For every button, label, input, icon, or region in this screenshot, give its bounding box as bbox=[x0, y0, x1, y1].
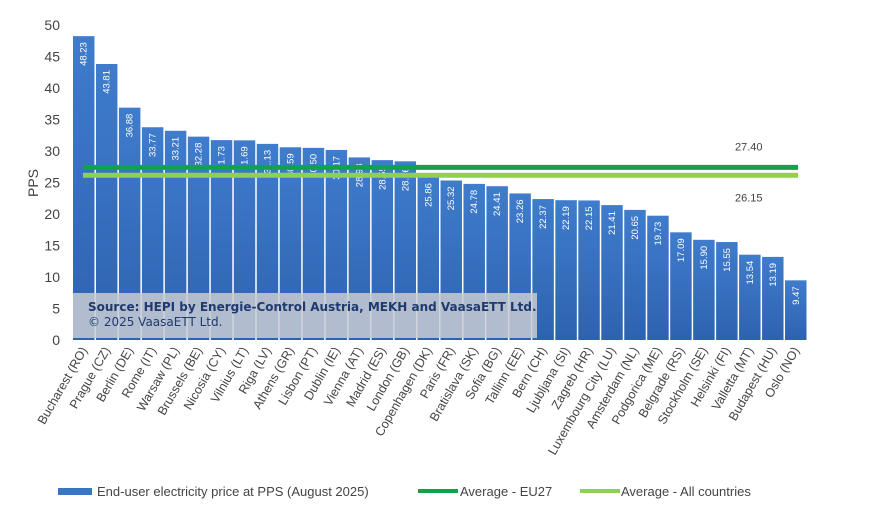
bar-value-label: 24.78 bbox=[469, 190, 480, 214]
legend: End-user electricity price at PPS (Augus… bbox=[58, 484, 751, 499]
y-tick-label: 20 bbox=[44, 206, 60, 222]
bar bbox=[141, 127, 164, 341]
bar bbox=[210, 140, 233, 340]
bar bbox=[233, 140, 256, 340]
bar-value-label: 28.55 bbox=[377, 166, 388, 190]
y-tick-label: 30 bbox=[44, 143, 60, 159]
legend-swatch-eu27 bbox=[418, 489, 458, 493]
bar bbox=[95, 63, 118, 340]
bar-value-label: 22.19 bbox=[561, 206, 572, 230]
bar-value-label: 48.23 bbox=[79, 42, 90, 66]
bar bbox=[670, 232, 692, 340]
legend-swatch-bar bbox=[58, 488, 92, 495]
bar bbox=[187, 136, 210, 340]
bar bbox=[762, 256, 784, 340]
legend-label-bar: End-user electricity price at PPS (Augus… bbox=[97, 484, 369, 499]
bar-value-label: 43.81 bbox=[102, 70, 113, 94]
bar-value-label: 19.73 bbox=[653, 222, 664, 246]
bar-value-label: 25.32 bbox=[446, 186, 457, 210]
y-tick-label: 15 bbox=[44, 238, 60, 254]
y-tick-label: 5 bbox=[52, 301, 60, 317]
bar bbox=[279, 147, 302, 340]
y-tick-label: 35 bbox=[44, 112, 60, 128]
source-annotation: Source: HEPI by Energie-Control Austria,… bbox=[73, 293, 537, 338]
legend-label-all: Average - All countries bbox=[621, 484, 751, 499]
average-all-line bbox=[83, 172, 798, 178]
bar-value-label: 31.73 bbox=[217, 146, 228, 170]
legend-swatch-all bbox=[580, 489, 620, 493]
bar-value-label: 33.77 bbox=[148, 133, 159, 157]
bar bbox=[578, 200, 600, 340]
y-tick-label: 50 bbox=[44, 17, 60, 33]
bar bbox=[73, 36, 95, 340]
bar-value-label: 13.54 bbox=[745, 261, 756, 285]
y-tick-label: 0 bbox=[52, 332, 60, 348]
bar-value-label: 15.55 bbox=[722, 248, 733, 272]
y-tick-label: 10 bbox=[44, 269, 60, 285]
bar-value-label: 31.69 bbox=[240, 146, 251, 170]
bar-value-label: 31.13 bbox=[262, 150, 273, 174]
average-all-label: 26.15 bbox=[735, 192, 763, 204]
y-tick-label: 45 bbox=[44, 49, 60, 65]
bar bbox=[164, 130, 187, 340]
average-eu27-line bbox=[83, 164, 798, 170]
bar bbox=[785, 280, 807, 340]
bar-value-label: 24.41 bbox=[492, 192, 503, 216]
y-axis-label: PPS bbox=[25, 169, 41, 197]
bar-value-label: 25.86 bbox=[423, 183, 434, 207]
bar bbox=[647, 215, 669, 340]
y-tick-label: 25 bbox=[44, 175, 60, 191]
bar-value-label: 9.47 bbox=[791, 286, 802, 305]
bar bbox=[716, 242, 738, 340]
bar-value-label: 21.41 bbox=[607, 211, 618, 235]
bar-value-label: 28.36 bbox=[400, 167, 411, 191]
bar-value-label: 15.90 bbox=[699, 246, 710, 270]
bar-value-label: 33.21 bbox=[171, 137, 182, 161]
source-text: Source: HEPI by Energie-Control Austria,… bbox=[88, 300, 537, 314]
bar bbox=[555, 200, 577, 340]
bar bbox=[739, 254, 761, 340]
bar-value-label: 36.88 bbox=[125, 114, 136, 138]
bar-value-label: 20.65 bbox=[630, 216, 641, 240]
copyright-text: © 2025 VaasaETT Ltd. bbox=[88, 315, 222, 329]
bar bbox=[302, 147, 325, 340]
bar bbox=[256, 143, 279, 340]
bar-value-label: 22.37 bbox=[538, 205, 549, 229]
bar-value-label: 23.26 bbox=[515, 199, 526, 223]
bar bbox=[532, 199, 554, 340]
legend-label-eu27: Average - EU27 bbox=[460, 484, 552, 499]
bar-value-label: 13.19 bbox=[768, 263, 779, 287]
bar bbox=[693, 239, 715, 340]
bar-value-label: 17.09 bbox=[676, 238, 687, 262]
bar-value-label: 32.28 bbox=[194, 143, 205, 167]
bar bbox=[601, 205, 623, 340]
y-tick-label: 40 bbox=[44, 80, 60, 96]
bar bbox=[325, 149, 348, 340]
bar-value-label: 22.15 bbox=[584, 206, 595, 230]
average-eu27-label: 27.40 bbox=[735, 141, 763, 153]
bar bbox=[624, 209, 646, 340]
